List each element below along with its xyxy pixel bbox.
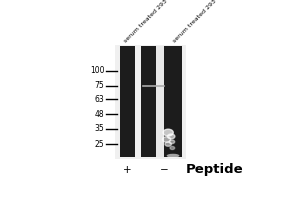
Text: Peptide: Peptide [185, 163, 243, 176]
Circle shape [170, 146, 175, 150]
Circle shape [165, 142, 171, 146]
Bar [116, 45, 186, 159]
Circle shape [162, 137, 171, 142]
Bar [164, 46, 182, 157]
Text: −: − [160, 165, 169, 175]
Bar [141, 46, 156, 157]
Text: 75: 75 [95, 81, 104, 90]
Text: 35: 35 [95, 124, 104, 133]
Text: 100: 100 [90, 66, 104, 75]
Circle shape [163, 129, 173, 136]
Bar [156, 46, 164, 157]
Text: +: + [123, 165, 131, 175]
Text: serum treated 293: serum treated 293 [172, 0, 218, 43]
Circle shape [169, 140, 175, 144]
Ellipse shape [167, 154, 179, 158]
Bar [120, 46, 135, 157]
Circle shape [167, 134, 175, 139]
Text: serum treated 293: serum treated 293 [124, 0, 169, 43]
Text: 48: 48 [95, 110, 104, 119]
Text: 25: 25 [95, 140, 104, 149]
Text: 63: 63 [95, 95, 104, 104]
